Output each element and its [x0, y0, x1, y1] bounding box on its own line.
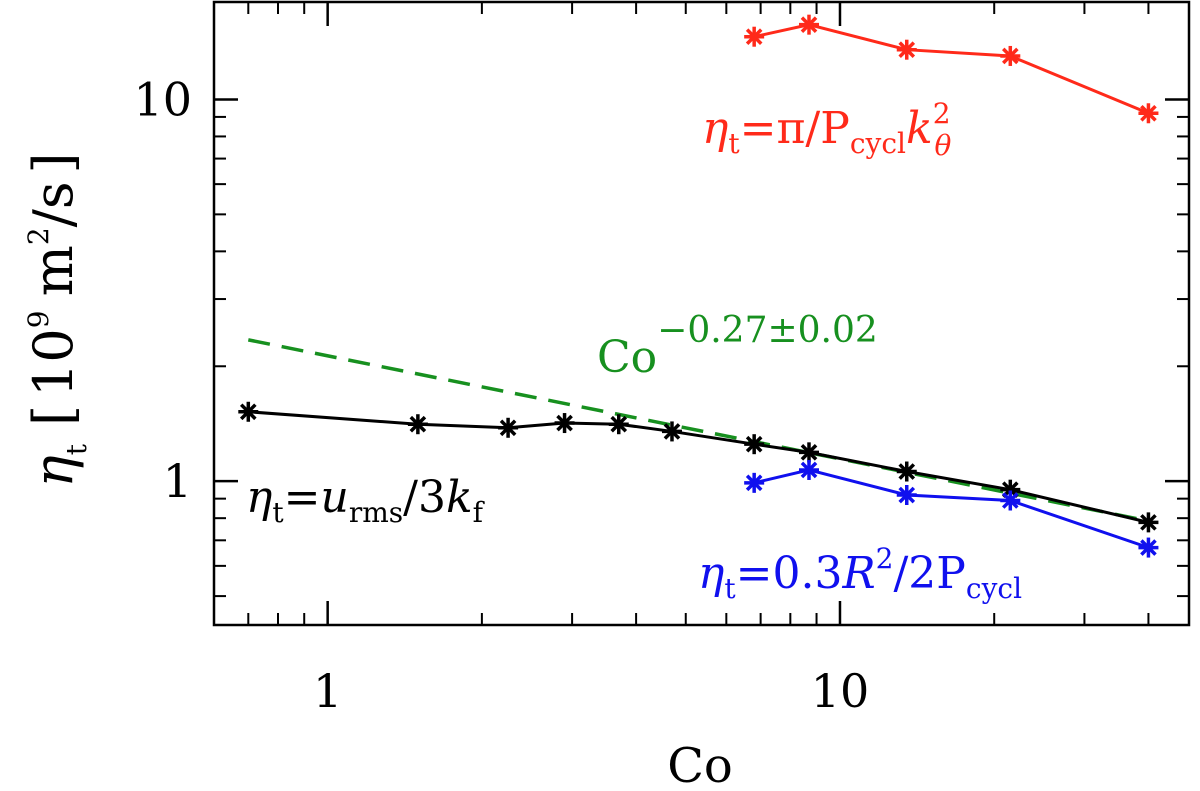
blue-data-point — [744, 472, 765, 493]
blue-label-eq: = — [736, 548, 773, 599]
fit-layer — [247, 338, 1149, 523]
black-label-var-sub: rms — [349, 496, 403, 529]
black-data-point — [798, 442, 819, 463]
red-label-eq: = — [740, 103, 777, 154]
black-data-point — [896, 461, 917, 482]
x-tick-label: 10 — [811, 664, 870, 718]
y-axis-base: 10 — [22, 328, 85, 397]
black-data-point — [498, 417, 519, 438]
black-series-label: ηt=urms/3kf — [246, 472, 486, 529]
blue-label-lhs-sub: t — [724, 572, 736, 605]
major-ticks — [214, 2, 1189, 625]
fit-line — [247, 338, 1149, 523]
x-axis-title: Co — [667, 738, 733, 791]
red-label-lhs-sub: t — [728, 127, 740, 160]
y-tick-label: 1 — [163, 454, 192, 508]
blue-label-sub: cycl — [966, 572, 1022, 605]
red-data-point — [798, 14, 819, 35]
red-label-sub: cycl — [850, 127, 906, 160]
red-data-point — [1000, 45, 1021, 66]
plot-frame — [212, 0, 1191, 627]
y-axis-open: [ — [22, 405, 85, 426]
red-data-point — [896, 39, 917, 60]
blue-label-lhs: η — [698, 548, 724, 599]
red-series-line — [753, 23, 1150, 115]
red-data-point — [1138, 103, 1159, 124]
black-label-eq: = — [284, 472, 321, 523]
fit-label-exp: −0.27±0.02 — [657, 310, 878, 351]
blue-data-point — [1138, 537, 1159, 558]
red-label-text: π/P — [777, 103, 850, 154]
fit-label: Co−0.27±0.02 — [597, 310, 878, 383]
minor-ticks — [213, 2, 1189, 625]
y-axis-close: ] — [22, 152, 85, 173]
y-axis-unit-rest: /s — [22, 181, 85, 227]
y-axis-unit: m — [22, 245, 85, 296]
x-tick-label: 1 — [313, 664, 342, 718]
black-label-lhs-sub: t — [272, 496, 284, 529]
black-data-point — [744, 434, 765, 455]
black-label-var2-sub: f — [473, 496, 486, 529]
red-series-label: ηt=π/Pcyclk2 θ — [702, 97, 952, 162]
fit-label-base: Co — [597, 332, 657, 383]
y-axis-symbol: η — [22, 455, 85, 487]
blue-data-point — [896, 485, 917, 506]
blue-label-text: 0.3 — [773, 548, 843, 599]
y-tick-label: 10 — [133, 72, 192, 126]
blue-label-var: R — [842, 548, 876, 599]
black-data-point — [554, 413, 575, 434]
blue-data-point — [1000, 490, 1021, 511]
y-axis-title: ηt [109 m2/s] — [22, 152, 93, 487]
series-layer — [238, 14, 1159, 558]
black-label-lhs: η — [246, 472, 272, 523]
y-axis-unit-exp: 2 — [22, 227, 55, 245]
black-label-var2: k — [446, 472, 473, 523]
y-axis-symbol-sub: t — [60, 443, 93, 455]
blue-series-label: ηt=0.3R2/2Pcycl — [698, 542, 1022, 605]
red-label-lhs: η — [702, 103, 728, 154]
black-data-point — [407, 414, 428, 435]
y-axis-exp: 9 — [22, 310, 55, 328]
black-data-point — [238, 401, 259, 422]
black-data-point — [661, 421, 682, 442]
red-data-point — [744, 26, 765, 47]
black-label-var: u — [321, 472, 349, 523]
red-label-var-sup: 2 — [933, 97, 951, 130]
black-data-point — [608, 414, 629, 435]
blue-label-var-sup: 2 — [876, 542, 894, 575]
blue-data-point — [798, 459, 819, 480]
svg-text:ηt[109m2/s]: ηt [109 m2/s] — [22, 152, 93, 487]
black-label-text: /3 — [403, 472, 446, 523]
blue-label-text2: /2P — [893, 548, 965, 599]
black-data-point — [1138, 512, 1159, 533]
tick-labels: 1 10 1 10 — [133, 72, 869, 718]
red-label-var-sub: θ — [935, 129, 952, 162]
red-label-var: k — [906, 103, 933, 154]
